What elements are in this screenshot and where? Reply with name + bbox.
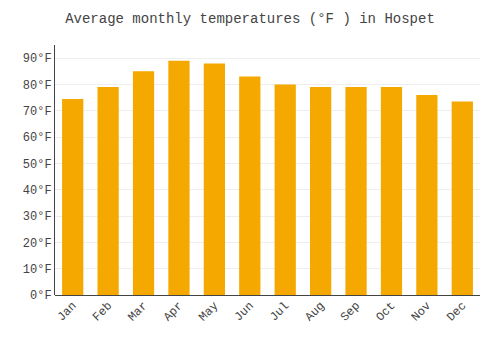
svg-text:80°F: 80°F bbox=[23, 79, 52, 93]
svg-text:90°F: 90°F bbox=[23, 52, 52, 66]
svg-text:Jan: Jan bbox=[55, 299, 80, 324]
svg-text:Aug: Aug bbox=[303, 299, 328, 324]
svg-text:Dec: Dec bbox=[444, 299, 469, 324]
svg-text:Oct: Oct bbox=[373, 299, 398, 324]
svg-text:Apr: Apr bbox=[161, 299, 186, 324]
svg-text:40°F: 40°F bbox=[23, 184, 52, 198]
svg-text:Sep: Sep bbox=[338, 299, 363, 324]
svg-text:60°F: 60°F bbox=[23, 131, 52, 145]
svg-text:50°F: 50°F bbox=[23, 158, 52, 172]
svg-text:Jul: Jul bbox=[267, 299, 292, 324]
svg-text:Feb: Feb bbox=[90, 299, 115, 324]
svg-text:20°F: 20°F bbox=[23, 237, 52, 251]
svg-text:May: May bbox=[196, 299, 221, 324]
svg-text:10°F: 10°F bbox=[23, 263, 52, 277]
svg-text:0°F: 0°F bbox=[30, 289, 52, 303]
svg-text:Jun: Jun bbox=[232, 299, 257, 324]
svg-text:70°F: 70°F bbox=[23, 105, 52, 119]
svg-text:Nov: Nov bbox=[409, 299, 434, 324]
svg-text:Average monthly temperatures (: Average monthly temperatures (°F ) in Ho… bbox=[65, 11, 435, 27]
svg-text:30°F: 30°F bbox=[23, 210, 52, 224]
svg-text:Mar: Mar bbox=[125, 299, 150, 324]
